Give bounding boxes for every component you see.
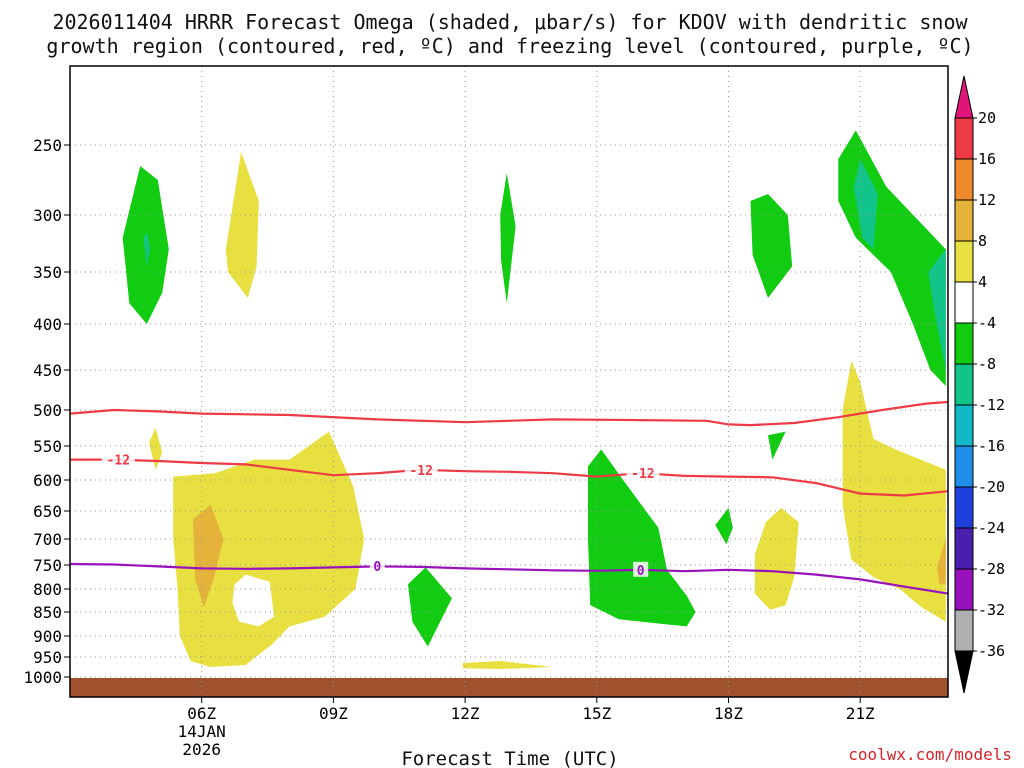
omega-region-yellow-21z-lower [842, 360, 946, 622]
omega-region-teal-21z-core [853, 159, 878, 250]
contour-label-bg [404, 461, 438, 477]
contour-isotherm-minus12 [70, 458, 948, 497]
x-tick-label-15Z: 15Z [582, 704, 611, 723]
colorbar-label-2: 12 [978, 191, 996, 209]
colorbar-swatch-12 [954, 609, 974, 652]
colorbar-bottom-arrow [954, 650, 974, 694]
omega-region-orange-22z-edge [937, 539, 946, 585]
colorbar-swatch-3 [954, 240, 974, 283]
omega-region-teal-05z-core [143, 232, 150, 267]
colorbar-label-6: -8 [978, 355, 996, 373]
colorbar-swatch-0 [954, 117, 974, 160]
contour-freezing-level-0c [70, 562, 948, 595]
colorbar-swatch-7 [954, 404, 974, 447]
colorbar-swatch-9 [954, 486, 974, 529]
contour-label-bg [626, 465, 660, 481]
y-tick-label-700: 700 [33, 530, 62, 549]
y-tick-label-600: 600 [33, 471, 62, 490]
x-tick-label-06Z: 06Z [187, 704, 216, 723]
colorbar-label-8: -16 [978, 437, 1005, 455]
omega-region-green-19z-small [768, 431, 786, 460]
y-tick-label-900: 900 [33, 627, 62, 646]
x-tick-sublabel-1: 2026 [182, 740, 221, 759]
omega-region-green-11z-lower [408, 567, 452, 647]
omega-region-orange-06z [192, 504, 224, 608]
contour-label-bg [369, 557, 385, 573]
chart-title-line-2: growth region (contoured, red, ºC) and f… [46, 34, 973, 58]
contour-layer: -12 -12 -12 0 0 [70, 400, 948, 595]
omega-region-yellow-13z-sfc [462, 661, 553, 669]
omega-region-yellow-07z-upper [225, 152, 259, 298]
contour-label-isotherm-minus12-2: -12 [631, 467, 654, 482]
contour-label-freezing-level-0c-1: 0 [637, 564, 645, 579]
colorbar-swatch-10 [954, 527, 974, 570]
y-tick-label-350: 350 [33, 263, 62, 282]
omega-region-green-21z-upper [838, 130, 946, 386]
x-axis-label: Forecast Time (UTC) [401, 748, 618, 768]
omega-region-teal-22z-edge [928, 249, 946, 370]
colorbar-label-9: -20 [978, 478, 1005, 496]
colorbar-label-13: -36 [978, 642, 1005, 660]
axes-layer: 250 300 350 400 450 500 550 600 650 700 750 800 850 9… [23, 65, 949, 759]
y-tick-label-400: 400 [33, 315, 62, 334]
omega-region-yellow-07z-mid [173, 431, 365, 667]
colorbar-swatch-5 [954, 322, 974, 365]
x-tick-label-18Z: 18Z [714, 704, 743, 723]
terrain-band [70, 678, 948, 697]
colorbar-swatch-8 [954, 445, 974, 488]
x-tick-label-21Z: 21Z [846, 704, 875, 723]
y-tick-label-1000: 1000 [23, 668, 62, 687]
colorbar-label-12: -32 [978, 601, 1005, 619]
colorbar-label-7: -12 [978, 396, 1005, 414]
contour-label-isotherm-minus12-0: -12 [107, 454, 130, 469]
contour-label-bg [101, 451, 135, 467]
x-tick-sublabel-0: 14JAN [178, 722, 226, 741]
colorbar-swatch-1 [954, 158, 974, 201]
y-tick-label-250: 250 [33, 136, 62, 155]
y-tick-label-950: 950 [33, 648, 62, 667]
y-tick-label-300: 300 [33, 206, 62, 225]
colorbar-label-1: 16 [978, 150, 996, 168]
colorbar-top-arrow [954, 75, 974, 119]
y-tick-label-750: 750 [33, 556, 62, 575]
omega-region-yellow-05z-small [149, 428, 163, 470]
contour-label-bg [633, 561, 649, 577]
contour-isotherm-minus10 [70, 400, 948, 427]
colorbar-label-0: 20 [978, 109, 996, 127]
credit-link[interactable]: coolwx.com/models [848, 745, 1012, 764]
contour-label-freezing-level-0c-0: 0 [373, 560, 381, 575]
y-tick-label-800: 800 [33, 580, 62, 599]
x-tick-label-12Z: 12Z [451, 704, 480, 723]
colorbar-label-5: -4 [978, 314, 996, 332]
omega-region-green-15z-lower [588, 449, 696, 627]
y-tick-label-500: 500 [33, 401, 62, 420]
omega-region-green-19z-upper [750, 194, 793, 298]
colorbar-swatch-11 [954, 568, 974, 611]
y-tick-label-650: 650 [33, 502, 62, 521]
colorbar-label-4: 4 [978, 273, 987, 291]
omega-region-green-13z-upper [500, 173, 516, 304]
colorbar-swatch-2 [954, 199, 974, 242]
plot-frame [69, 65, 949, 698]
omega-region-yellow-19z-mid [754, 507, 799, 610]
y-tick-label-550: 550 [33, 437, 62, 456]
y-tick-label-850: 850 [33, 603, 62, 622]
colorbar-label-3: 8 [978, 232, 987, 250]
x-tick-label-09Z: 09Z [319, 704, 348, 723]
colorbar-label-11: -28 [978, 560, 1005, 578]
omega-region-white-hole-07z [232, 574, 275, 627]
colorbar-label-10: -24 [978, 519, 1005, 537]
contour-label-isotherm-minus12-1: -12 [409, 464, 432, 479]
colorbar-swatch-4 [954, 281, 974, 324]
y-tick-label-450: 450 [33, 361, 62, 380]
colorbar-swatch-6 [954, 363, 974, 406]
chart-title-line-1: 2026011404 HRRR Forecast Omega (shaded, … [52, 10, 968, 34]
colorbar: 20 16 12 8 4 -4 -8 -12 -16 -20 -24 -28 -32 -36 [954, 75, 1005, 694]
plot-area [70, 66, 948, 697]
